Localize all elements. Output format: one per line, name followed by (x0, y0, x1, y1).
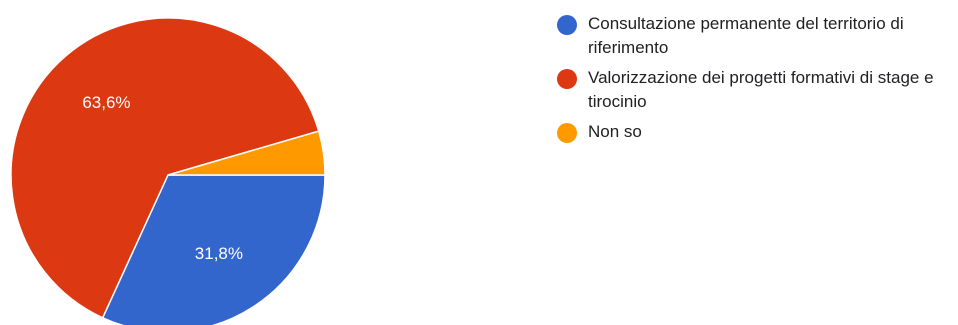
legend-swatch-icon (557, 69, 577, 89)
legend-label: Consultazione permanente del territorio … (588, 14, 904, 57)
legend-swatch-icon (557, 123, 577, 143)
legend: Consultazione permanente del territorio … (557, 12, 957, 150)
legend-swatch-icon (557, 15, 577, 35)
legend-item-non-so[interactable]: Non so (557, 120, 957, 144)
legend-item-consultazione[interactable]: Consultazione permanente del territorio … (557, 12, 957, 60)
legend-label: Non so (588, 122, 642, 141)
legend-label: Valorizzazione dei progetti formativi di… (588, 68, 934, 111)
pie-slice-consultazione[interactable] (101, 174, 326, 325)
legend-item-valorizzazione[interactable]: Valorizzazione dei progetti formativi di… (557, 66, 957, 114)
pie-slice-non-so[interactable] (167, 130, 326, 176)
slice-value-label: 31,8% (195, 244, 243, 263)
slice-value-label: 63,6% (82, 93, 130, 112)
pie-slice-valorizzazione[interactable] (10, 17, 320, 319)
